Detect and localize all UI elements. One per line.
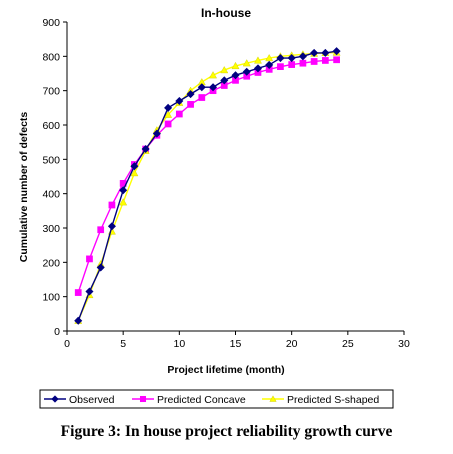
data-point (253, 64, 262, 73)
legend-label: Predicted S-shaped (287, 394, 379, 406)
data-point (277, 63, 284, 70)
legend-swatch-marker (51, 395, 59, 403)
chart-title: In-house (201, 6, 251, 20)
y-tick-label: 500 (42, 154, 60, 166)
data-point (107, 222, 116, 231)
y-axis-title: Cumulative number of defects (18, 112, 30, 263)
data-point (298, 52, 307, 61)
legend: Observed Predicted Concave Predicted S-sha… (39, 389, 394, 409)
x-tick-label: 10 (173, 338, 185, 350)
legend-box (39, 389, 394, 409)
data-point (74, 289, 82, 296)
data-point (220, 76, 229, 85)
data-point (187, 101, 194, 108)
data-point (265, 60, 274, 69)
chart-svg: In-house Cumulative number of defects Pr… (18, 6, 410, 409)
data-point (97, 226, 105, 234)
y-tick-label: 700 (42, 86, 60, 98)
data-point (175, 110, 183, 118)
data-point (276, 54, 285, 63)
data-point (310, 48, 319, 57)
legend-label: Predicted Concave (157, 394, 246, 406)
series-line (77, 59, 337, 293)
data-point (164, 103, 173, 112)
series-predicted-concave (74, 56, 340, 296)
y-tick-label: 900 (42, 17, 60, 29)
data-point (321, 48, 330, 57)
data-point (108, 201, 116, 209)
data-point (197, 83, 206, 92)
data-point (287, 54, 296, 63)
data-point (74, 316, 83, 325)
y-tick-label: 600 (42, 120, 60, 132)
data-point (198, 94, 206, 101)
data-point (288, 61, 296, 68)
data-point (96, 263, 105, 272)
data-point (86, 255, 93, 263)
x-tick-label: 25 (342, 338, 354, 350)
x-tick-label: 20 (286, 338, 298, 350)
data-point (119, 186, 128, 195)
data-point (332, 47, 341, 56)
data-point (175, 96, 184, 105)
data-point (164, 110, 173, 118)
y-tick-label: 100 (42, 292, 60, 304)
axes: 0 100 200 300 400 500 600 700 800 900 0 5 10 15 20 25 30 (42, 17, 410, 350)
x-axis-title: Project lifetime (month) (167, 364, 284, 376)
data-point (322, 57, 329, 64)
y-tick-label: 800 (42, 51, 60, 63)
data-point (209, 71, 217, 79)
data-point (231, 71, 240, 80)
data-point (310, 58, 318, 65)
data-point (231, 61, 240, 70)
data-point (333, 56, 340, 64)
figure-caption: Figure 3: In house project reliability g… (60, 423, 393, 440)
data-point (186, 90, 195, 99)
data-point (130, 162, 139, 171)
y-tick-label: 0 (54, 326, 60, 338)
data-point (242, 59, 251, 67)
series-layer (74, 47, 341, 325)
data-point (242, 67, 251, 76)
x-tick-label: 15 (230, 338, 242, 350)
data-point (130, 169, 139, 177)
legend-label: Observed (69, 394, 115, 406)
data-point (299, 59, 307, 67)
data-point (119, 198, 128, 206)
data-point (152, 129, 161, 138)
x-tick-label: 0 (64, 338, 70, 350)
y-tick-label: 300 (42, 223, 60, 235)
y-tick-label: 200 (42, 257, 60, 269)
x-tick-label: 30 (398, 338, 410, 350)
series-observed (74, 47, 341, 325)
x-tick-label: 5 (120, 338, 126, 350)
y-tick-label: 400 (42, 189, 60, 201)
data-point (220, 66, 229, 74)
data-point (254, 56, 262, 64)
data-point (85, 287, 94, 296)
series-line (77, 51, 337, 321)
data-point (164, 120, 172, 128)
legend-swatch-marker (269, 395, 277, 402)
series-predicted-s-shaped (74, 48, 341, 324)
data-point (141, 145, 150, 154)
data-point (209, 83, 218, 92)
legend-swatch-marker (139, 395, 147, 403)
series-line (77, 50, 337, 321)
